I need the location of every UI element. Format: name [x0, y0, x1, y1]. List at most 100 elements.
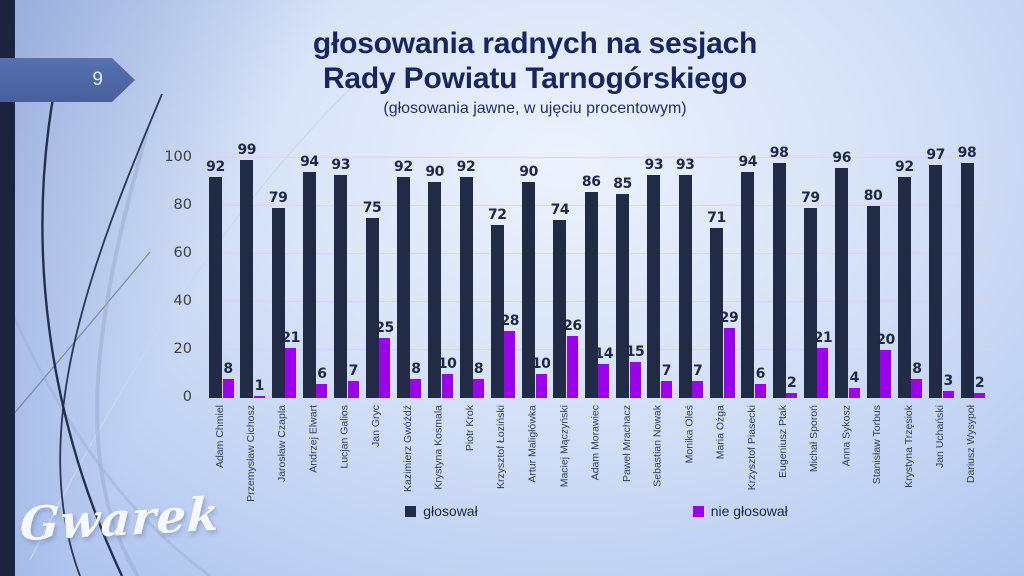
bar-group: 92 8 [894, 158, 925, 398]
value-label: 92 [456, 159, 476, 176]
bar-group: 94 6 [737, 154, 768, 398]
value-label: 93 [675, 156, 695, 173]
bar-group: 96 4 [831, 150, 862, 398]
value-label: 8 [411, 360, 421, 377]
value-label: 92 [895, 159, 914, 176]
bar-group: 97 3 [925, 147, 956, 398]
x-label-cell: Adam Morawiec [581, 401, 612, 507]
value-label: 6 [317, 365, 327, 382]
bar-notvote-Jan Uchański [942, 390, 954, 398]
bar-voted-Eugeniusz Ptak [772, 162, 786, 398]
bar-voted-Maria Ożga [710, 227, 723, 398]
x-label-cell: Maciej Mączyński [549, 401, 580, 507]
x-label-cell: Krzysztof Piasecki [737, 401, 768, 507]
bar-voted-Sebastian Nowak [647, 174, 661, 398]
bar-notvote-Kazimierz Gwóźdź [410, 378, 422, 398]
x-label: Piotr Krok [464, 405, 477, 452]
gwarek-watermark: Gwarek [18, 486, 222, 552]
y-tick-label: 100 [164, 149, 192, 165]
x-label-cell: Maria Ożga [706, 401, 737, 507]
bar-group: 86 14 [581, 158, 613, 398]
x-label-cell: Michał Sporoń [800, 401, 831, 507]
y-tick-label: 20 [173, 341, 192, 357]
x-label-cell: Piotr Krok [456, 401, 487, 507]
bar-group: 99 1 [236, 142, 267, 398]
bar-group: 90 10 [424, 158, 457, 398]
bar-voted-Adam Morawiec [584, 191, 598, 398]
value-label: 93 [644, 156, 664, 173]
bar-voted-Adam Chmiel [209, 177, 222, 398]
bar-voted-Maciej Mączyński [553, 220, 567, 398]
bar-notvote-Maria Ożga [723, 328, 735, 398]
bar-voted-Kazimierz Gwóźdź [396, 177, 410, 398]
bar-notvote-Krzysztof Łoziński [504, 330, 516, 398]
slide-number: 9 [92, 69, 103, 90]
bar-group: 71 29 [706, 158, 739, 398]
x-label: Anna Sykosz [839, 405, 852, 467]
bar-series: 92 8 99 1 79 21 94 6 93 7 75 25 92 8 90 10 92 8 72 28 90 10 74… [205, 142, 988, 398]
bar-voted-Paweł Mrachacz [616, 194, 630, 398]
value-label: 8 [473, 360, 484, 377]
bar-voted-Krystyna Trzęsiok [897, 177, 911, 398]
x-label-cell: Jarosław Czapla [268, 401, 299, 507]
bar-notvote-Adam Morawiec [598, 364, 610, 398]
value-label: 2 [786, 375, 797, 392]
x-label: Dariusz Wysypoł [965, 405, 978, 484]
x-label: Artur Maligłówka [526, 405, 539, 483]
bar-notvote-Jan Gryc [379, 338, 391, 398]
bar-group: 93 7 [675, 156, 706, 398]
bar-notvote-Anna Sykosz [848, 388, 860, 398]
x-label-cell: Dariusz Wysypoł [957, 401, 988, 507]
value-label: 15 [625, 344, 645, 360]
x-label-cell: Przemysław Cichosz [236, 401, 267, 507]
bar-voted-Przemysław Cichosz [240, 160, 254, 398]
value-label: 86 [581, 173, 601, 190]
bar-group: 90 10 [518, 158, 551, 398]
legend-item-not-voted: nie głosował [692, 503, 788, 519]
legend-swatch [692, 505, 704, 517]
x-label-cell: Sebastian Nowak [643, 401, 674, 507]
value-label: 98 [769, 144, 789, 161]
value-label: 92 [206, 159, 225, 176]
bar-notvote-Andrzej Elwart [316, 383, 328, 398]
bar-notvote-Adam Chmiel [222, 378, 234, 398]
bar-group: 92 8 [456, 158, 487, 398]
page-title-line2: Rady Powiatu Tarnogórskiego [322, 62, 748, 96]
x-label: Kazimierz Gwóźdź [401, 405, 414, 492]
value-label: 28 [500, 312, 520, 329]
bar-voted-Piotr Krok [459, 177, 473, 398]
value-label: 75 [362, 200, 382, 216]
bar-group: 85 15 [612, 158, 645, 398]
bar-notvote-Stanisław Torbus [880, 350, 892, 398]
value-label: 94 [738, 154, 758, 171]
value-label: 7 [661, 363, 672, 380]
bar-group: 92 8 [393, 158, 424, 398]
title-block: głosowania radnych na sesjach Rady Powia… [170, 26, 900, 118]
bar-notvote-Artur Maligłówka [535, 374, 547, 398]
legend-label: głosował [423, 503, 478, 519]
bar-notvote-Sebastian Nowak [660, 381, 672, 398]
value-label: 2 [974, 375, 985, 392]
legend-swatch [405, 505, 417, 517]
x-label: Lucjan Galios [338, 405, 351, 469]
x-label: Jarosław Czapla [276, 405, 289, 483]
x-label-cell: Andrzej Elwart [299, 401, 330, 507]
bar-notvote-Monika Oleś [692, 381, 704, 398]
bar-voted-Lucjan Galios [334, 174, 348, 398]
x-label: Stanisław Torbus [871, 405, 884, 485]
bar-voted-Andrzej Elwart [302, 172, 316, 398]
value-label: 97 [926, 147, 946, 164]
x-label-cell: Anna Sykosz [831, 401, 862, 507]
bar-group: 75 25 [362, 158, 394, 398]
bar-voted-Monika Oleś [678, 174, 692, 398]
bar-voted-Stanisław Torbus [866, 206, 880, 398]
x-label: Sebastian Nowak [652, 405, 665, 487]
x-label: Krzysztof Piasecki [745, 405, 758, 491]
value-label: 3 [943, 372, 954, 389]
bar-notvote-Michał Sporoń [817, 347, 829, 398]
value-label: 96 [832, 149, 852, 166]
bar-group: 79 21 [800, 158, 833, 398]
bar-group: 93 7 [643, 156, 674, 398]
